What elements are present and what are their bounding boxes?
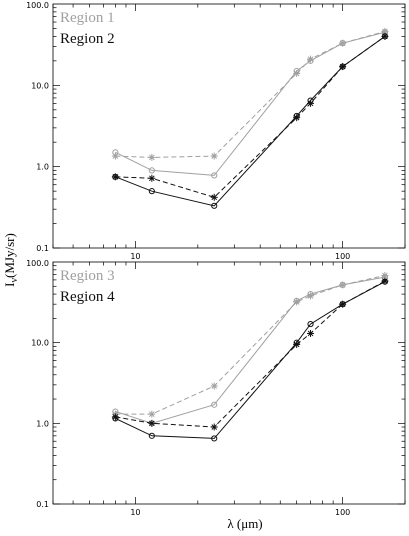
data-point	[293, 69, 301, 77]
data-point	[307, 320, 314, 328]
x-tick-label: 10	[130, 252, 140, 261]
x-tick-label: 100	[335, 508, 350, 517]
data-point	[381, 277, 389, 285]
y-tick-label: 100.0	[26, 1, 49, 10]
series-line	[115, 276, 385, 424]
data-point	[148, 410, 156, 418]
data-point	[111, 152, 119, 160]
data-point	[211, 172, 218, 179]
data-point	[339, 39, 347, 47]
data-point	[210, 152, 218, 160]
legend-label: Region 2	[60, 31, 115, 47]
data-point	[307, 55, 315, 63]
x-tick-label: 100	[335, 252, 350, 261]
x-tick-label: 10	[130, 508, 140, 517]
data-point	[148, 153, 156, 161]
data-point	[293, 114, 301, 122]
legend-label: Region 3	[60, 268, 115, 284]
series-line	[115, 30, 386, 158]
data-point	[210, 382, 218, 390]
y-tick-label: 1.0	[36, 419, 49, 428]
data-point	[111, 413, 119, 421]
data-point	[148, 174, 156, 182]
x-axis-title: λ (μm)	[227, 516, 262, 531]
data-point	[210, 423, 218, 431]
plot-frame	[52, 3, 406, 249]
lower-panel: 0.1 1.0 10.0 100.0 10 100 Region 3 Region 4	[26, 259, 406, 517]
data-point	[148, 419, 156, 427]
data-point	[307, 329, 315, 337]
y-tick-label: 0.1	[36, 500, 49, 509]
data-point	[339, 300, 347, 308]
data-point	[210, 193, 218, 201]
data-point	[211, 202, 218, 209]
data-point	[148, 432, 155, 439]
data-point	[339, 63, 347, 71]
data-point	[307, 292, 315, 300]
data-point	[293, 340, 301, 348]
data-point	[148, 167, 155, 174]
y-tick-label: 100.0	[26, 259, 49, 268]
series-line	[115, 35, 386, 198]
series-line	[115, 275, 386, 415]
legend-label: Region 4	[60, 289, 115, 305]
y-axis-title-main: I	[2, 282, 17, 286]
data-point	[211, 435, 218, 442]
data-point	[381, 32, 389, 40]
y-tick-label: 10.0	[31, 339, 49, 348]
data-point	[111, 173, 119, 181]
data-point	[339, 281, 347, 289]
y-tick-label: 1.0	[36, 163, 49, 172]
plot-frame	[52, 261, 406, 505]
y-tick-label: 0.1	[36, 244, 49, 253]
legend-label: Region 1	[60, 10, 115, 26]
upper-panel: 0.1 1.0 10.0 100.0 10 100 Region 1 Region 2	[26, 1, 406, 261]
y-axis-title: Iν(MJy/sr)	[2, 233, 20, 287]
y-tick-label: 10.0	[31, 81, 49, 90]
series-line	[115, 31, 386, 176]
data-point	[211, 401, 218, 408]
y-axis-title-sub: ν	[9, 277, 20, 282]
y-axis-title-rest: (MJy/sr)	[2, 233, 17, 278]
data-point	[307, 99, 315, 107]
data-point	[148, 188, 155, 195]
series-line	[115, 35, 386, 207]
data-point	[293, 298, 301, 306]
